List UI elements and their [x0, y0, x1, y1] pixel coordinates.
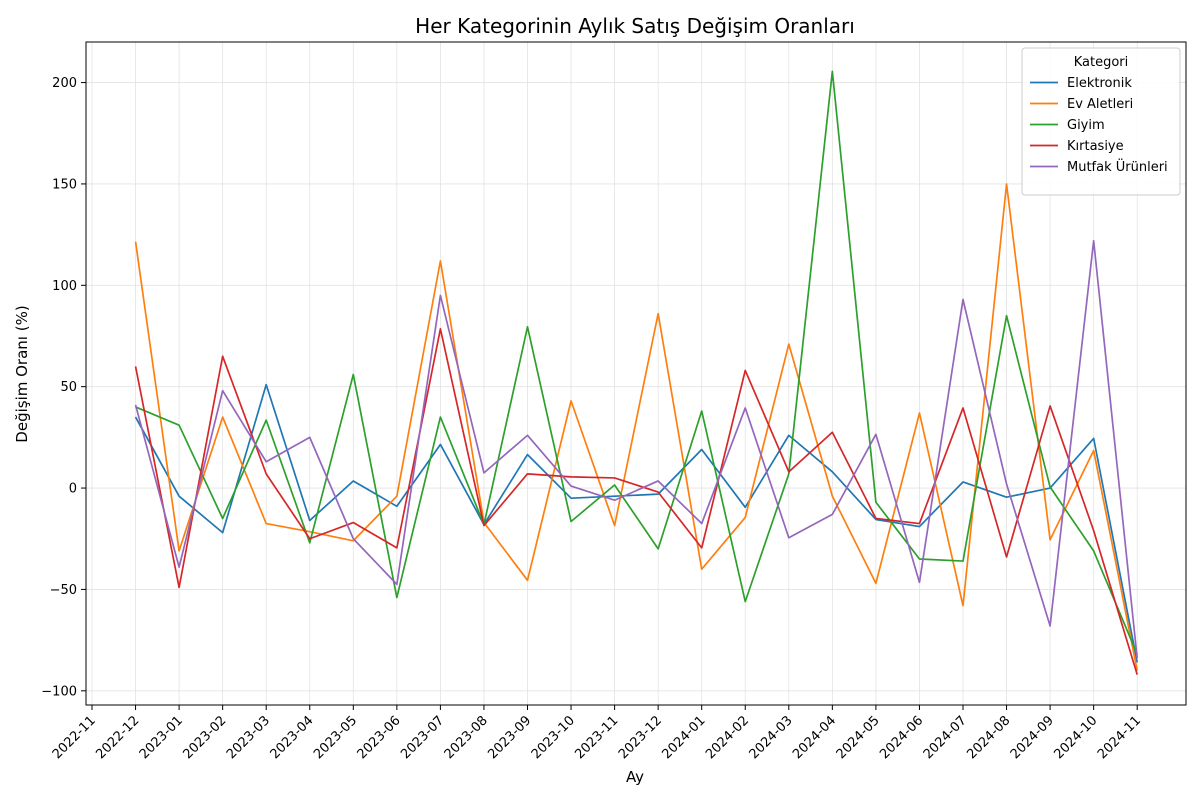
x-tick-label: 2023-09	[485, 713, 534, 762]
axes: 2022-112022-122023-012023-022023-032023-…	[41, 41, 1187, 762]
x-tick-label: 2023-02	[180, 713, 229, 762]
legend-label: Elektronik	[1067, 76, 1132, 91]
x-tick-label: 2023-11	[572, 713, 621, 762]
x-tick-label: 2024-05	[834, 713, 883, 762]
x-tick-label: 2024-11	[1095, 713, 1144, 762]
x-tick-label: 2024-09	[1008, 713, 1057, 762]
legend-label: Giyim	[1067, 118, 1105, 133]
x-tick-label: 2023-12	[616, 713, 665, 762]
y-tick-label: −50	[50, 583, 77, 598]
x-tick-label: 2022-11	[50, 713, 99, 762]
legend-label: Kırtasiye	[1067, 139, 1124, 154]
x-axis-title: Ay	[626, 768, 644, 786]
y-tick-label: 0	[69, 482, 77, 497]
legend-label: Ev Aletleri	[1067, 97, 1133, 112]
y-axis-title: Değişim Oranı (%)	[13, 305, 31, 442]
y-tick-label: −100	[41, 684, 77, 699]
legend-label: Mutfak Ürünleri	[1067, 158, 1168, 175]
plot-frame	[85, 41, 1187, 706]
y-tick-label: 50	[60, 380, 77, 395]
y-tick-label: 100	[52, 279, 77, 294]
x-tick-label: 2023-08	[442, 713, 491, 762]
x-tick-label: 2023-04	[268, 713, 317, 762]
x-tick-label: 2023-06	[355, 713, 404, 762]
chart-title: Her Kategorinin Aylık Satış Değişim Oran…	[415, 14, 855, 38]
x-tick-label: 2024-08	[964, 713, 1013, 762]
x-tick-label: 2024-03	[747, 713, 796, 762]
y-tick-label: 200	[52, 76, 77, 91]
x-tick-label: 2024-06	[877, 713, 926, 762]
series-line-4	[134, 328, 1139, 675]
grid	[86, 42, 1186, 705]
legend: Kategori Elektronik Ev Aletleri Giyim Kırtas…	[1021, 47, 1181, 196]
x-tick-label: 2023-07	[398, 713, 447, 762]
series-line-5	[134, 239, 1139, 659]
x-tick-label: 2023-03	[224, 713, 273, 762]
x-tick-label: 2024-04	[790, 713, 839, 762]
x-tick-label: 2023-01	[137, 713, 186, 762]
x-tick-label: 2023-05	[311, 713, 360, 762]
x-tick-label: 2024-07	[921, 713, 970, 762]
x-tick-label: 2024-10	[1051, 713, 1100, 762]
legend-title: Kategori	[1074, 55, 1129, 70]
x-tick-label: 2024-02	[703, 713, 752, 762]
y-tick-label: 150	[52, 177, 77, 192]
series-line-2	[134, 183, 1139, 671]
legend-box	[1021, 47, 1181, 196]
x-tick-label: 2022-12	[93, 713, 142, 762]
x-tick-label: 2023-10	[529, 713, 578, 762]
series-line-1	[134, 383, 1139, 663]
x-tick-label: 2024-01	[660, 713, 709, 762]
series-lines	[134, 70, 1139, 675]
series-line-3	[135, 70, 1138, 655]
